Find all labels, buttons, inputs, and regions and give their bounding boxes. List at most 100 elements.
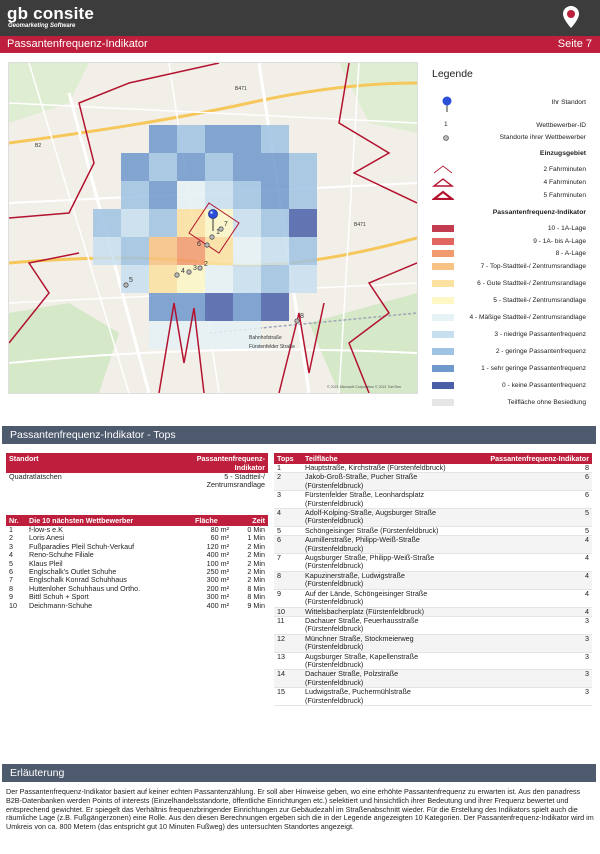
- competitor-marker: [197, 265, 203, 271]
- table-row: 7 Englschalk Konrad Schuhhaus 300 m² 2 Min: [6, 575, 268, 585]
- legend-label: 0 - keine Passantenfrequenz: [502, 381, 586, 389]
- table-cell: 2 Min: [247, 567, 265, 577]
- table-row: 5 Klaus Pleil 100 m² 2 Min: [6, 558, 268, 568]
- column-header: Teilfläche: [302, 453, 456, 464]
- table-cell: 9 Min: [247, 600, 265, 610]
- column-header: Passantenfrequenz-Indikator: [456, 453, 592, 464]
- legend-swatch: [432, 381, 454, 389]
- table-cell: 8: [274, 571, 302, 590]
- table-row: 1 f-low-s e.K 80 m² 0 Min: [6, 525, 268, 534]
- table-cell: 100 m²: [206, 558, 229, 568]
- legend-label: 2 - geringe Passantenfrequenz: [495, 347, 586, 355]
- table-row: 4 Reno-Schuhe Filiale 400 m² 2 Min: [6, 550, 268, 560]
- table-cell: Loris Anesi: [29, 533, 65, 543]
- competitor-id: 5: [129, 277, 133, 284]
- table-cell: 400 m²: [206, 550, 229, 560]
- table-cell: 7: [274, 553, 302, 572]
- column-header: Passantenfrequenz-Indikator: [172, 453, 268, 473]
- table-cell: 4: [274, 508, 302, 527]
- table-cell: Huttenloher Schuhhaus und Ortho.: [29, 583, 141, 593]
- catchment-4min-icon: [432, 178, 454, 187]
- table-cell: 10: [9, 600, 17, 610]
- table-cell: 6: [456, 473, 592, 492]
- table-cell: Bittl Schuh + Sport: [29, 592, 89, 602]
- table-cell: Dachauer Straße, Polzstraße (Fürstenfeld…: [302, 670, 456, 689]
- table-cell: 6: [9, 567, 13, 577]
- table-cell: 5: [456, 526, 592, 537]
- competitor-marker: [186, 269, 192, 275]
- tops-table: Tops Teilfläche Passantenfrequenz-Indika…: [274, 453, 592, 706]
- table-cell: 1 Min: [247, 533, 265, 543]
- competitor-table: Nr. Die 10 nächsten Wettbewerber Fläche …: [6, 515, 268, 610]
- table-cell: 300 m²: [206, 575, 229, 585]
- logo-subtitle: Geomarketing Software: [8, 23, 76, 29]
- table-row: 8 Kapuzinerstraße, Ludwigstraße (Fürstenf…: [274, 571, 592, 590]
- table-cell: 2 Min: [247, 541, 265, 551]
- competitor-id: 2: [204, 261, 208, 268]
- table-row: 6 Englschalk's Outlet Schuhe 250 m² 2 Min: [6, 567, 268, 577]
- table-cell: 9: [274, 589, 302, 608]
- legend-title: Legende: [432, 68, 473, 80]
- road-label: B471: [235, 86, 247, 92]
- logo: gb consite: [7, 4, 95, 23]
- table-cell: 3: [456, 670, 592, 689]
- table-cell: 8: [9, 583, 13, 593]
- table-cell: Fürstenfelder Straße, Leonhardsplatz (Fü…: [302, 491, 456, 510]
- column-header: Fläche: [192, 515, 232, 526]
- table-cell: 3: [456, 634, 592, 653]
- table-cell: 2 Min: [247, 575, 265, 585]
- table-row: 10 Deichmann-Schuhe 400 m² 9 Min: [6, 600, 268, 610]
- table-cell: 12: [274, 634, 302, 653]
- legend-label: Ihr Standort: [551, 99, 586, 106]
- legend-label: 8 - A-Lage: [555, 250, 586, 257]
- table-cell: 0 Min: [247, 525, 265, 534]
- table-cell: 9: [9, 592, 13, 602]
- table-cell: 6: [456, 491, 592, 510]
- column-header: Nr.: [6, 515, 26, 526]
- column-header: Zeit: [232, 515, 268, 526]
- table-cell: 6: [274, 536, 302, 555]
- table-cell: 14: [274, 670, 302, 689]
- table-cell: 8 Min: [247, 583, 265, 593]
- table-cell: 5: [9, 558, 13, 568]
- competitor-id: 1: [216, 229, 220, 236]
- explanation-text: Der Passantenfrequenz-Indikator basiert …: [6, 787, 594, 832]
- table-row: 3 Fürstenfelder Straße, Leonhardsplatz (F…: [274, 491, 592, 510]
- competitor-id-symbol: 1: [444, 121, 448, 128]
- legend-label: 2 Fahrminuten: [543, 166, 586, 173]
- table-cell: 11: [274, 616, 302, 635]
- competitor-marker: [204, 242, 210, 248]
- table-cell: Auf der Lände, Schöngeisinger Straße (Fü…: [302, 589, 456, 608]
- table-cell: Kapuzinerstraße, Ludwigstraße (Fürstenfe…: [302, 571, 456, 590]
- competitor-marker: [218, 226, 224, 232]
- site-pin-icon: [442, 96, 452, 112]
- legend-label: Wettbewerber-ID: [536, 122, 586, 129]
- map-canvas: B471 B2 B471 Fürstenfelder Straße Bahnho…: [9, 63, 417, 393]
- legend-label: 10 - 1A-Lage: [547, 225, 586, 232]
- table-row: 2 Jakob-Groß-Straße, Pucher Straße (Fürst…: [274, 473, 592, 492]
- standort-name: Quadratlatschen: [9, 472, 62, 481]
- table-cell: 3: [456, 688, 592, 706]
- legend-label: 4 Fahrminuten: [543, 179, 586, 186]
- title-bar: Passantenfrequenz-Indikator Seite 7: [0, 36, 600, 53]
- table-cell: Augsburger Straße, Kapellenstraße (Fürst…: [302, 652, 456, 671]
- legend-label: 5 - Stadtteil-/ Zentrumsrandlage: [493, 296, 586, 304]
- table-cell: 5: [456, 508, 592, 527]
- table-cell: Deichmann-Schuhe: [29, 600, 93, 610]
- table-cell: 4: [456, 607, 592, 617]
- road-label: Fürstenfelder Straße: [249, 344, 295, 350]
- frequency-map[interactable]: B471 B2 B471 Fürstenfelder Straße Bahnho…: [8, 62, 418, 394]
- legend-swatch: [432, 237, 454, 245]
- table-cell: 200 m²: [206, 583, 229, 593]
- section-title: Passantenfrequenz-Indikator - Tops: [10, 429, 176, 441]
- table-cell: 1: [9, 525, 13, 534]
- competitor-id: 3: [193, 265, 197, 272]
- legend-swatch: [432, 296, 454, 304]
- competitor-marker: [294, 318, 300, 324]
- table-cell: 4: [456, 553, 592, 572]
- legend-swatch: [432, 398, 454, 406]
- table-row: 11 Dachauer Straße, Feuerhausstraße (Fürs…: [274, 616, 592, 635]
- table-cell: Münchner Straße, Stockmeierweg (Fürstenf…: [302, 634, 456, 653]
- standort-indicator: 5 - Stadtteil-/ Zentrumsrandlage: [206, 472, 265, 490]
- table-cell: 3: [456, 652, 592, 671]
